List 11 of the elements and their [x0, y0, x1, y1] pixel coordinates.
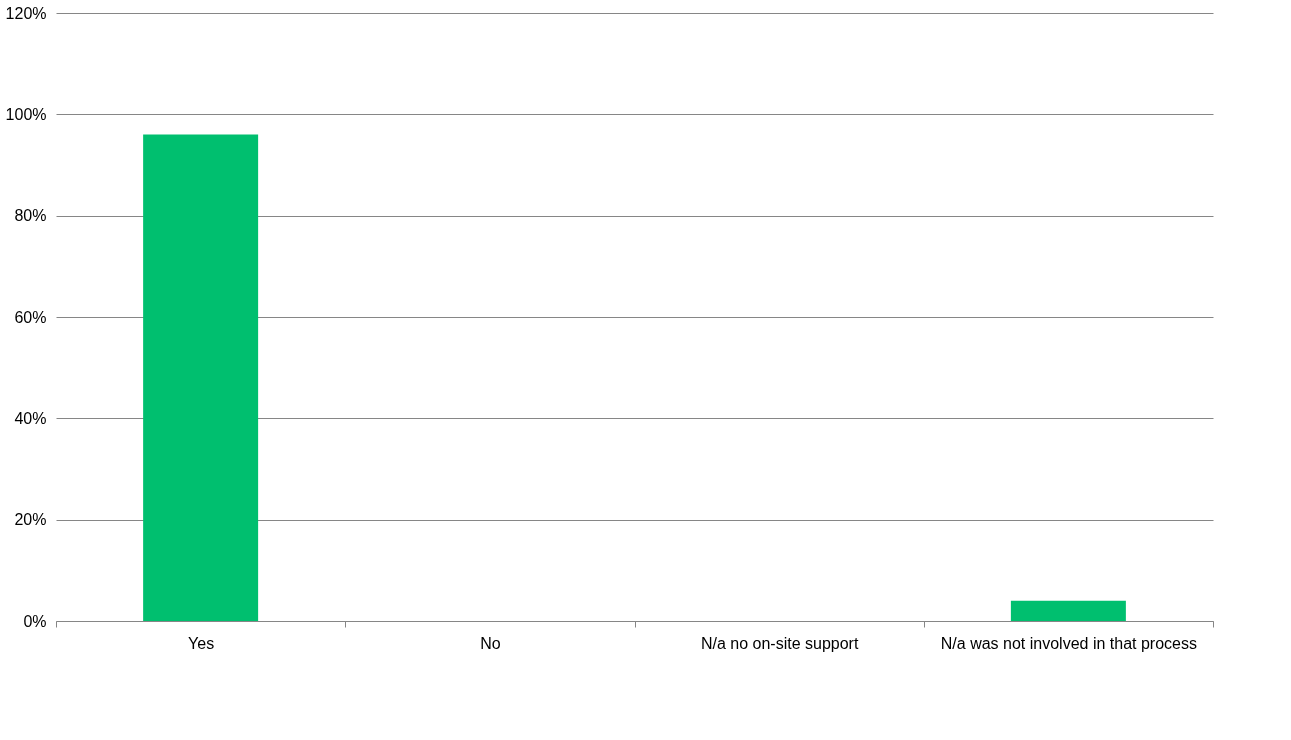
y-tick-label: 80% [14, 207, 47, 225]
y-tick-label: 20% [14, 511, 47, 529]
x-tick-label: No [480, 634, 501, 652]
y-tick-label: 0% [23, 612, 47, 630]
x-tick-label: N/a was not involved in that process [940, 634, 1197, 652]
x-tick-label: N/a no on-site support [700, 634, 859, 652]
y-tick-label: 120% [5, 4, 47, 22]
y-tick-label: 60% [14, 308, 47, 326]
x-tick-label: Yes [188, 634, 215, 652]
y-tick-label: 100% [5, 105, 47, 123]
y-tick-label: 40% [14, 409, 47, 427]
